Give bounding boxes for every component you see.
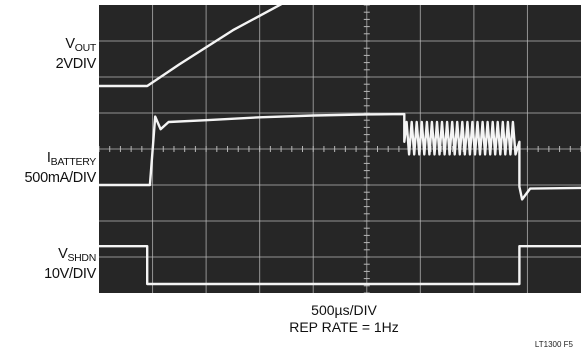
caption-time-scale: 500µs/DIV [311, 302, 377, 318]
trace-battery [99, 112, 581, 201]
trace-shdn [99, 245, 581, 286]
figure-id: LT1300 F5 [534, 340, 573, 349]
vshdn-label-sub: SHDN [67, 252, 96, 264]
ibattery-label-sub: BATTERY [50, 156, 97, 168]
ibattery-label-main: I [46, 150, 51, 166]
vout-label-sub: OUT [74, 42, 97, 54]
vshdn-label-main: V [58, 246, 68, 262]
trace-out [99, 5, 283, 88]
vout-label-main: V [65, 36, 75, 52]
vshdn-scale: 10V/DIV [44, 266, 96, 282]
ibattery-label: IBATTERY 500mA/DIV [0, 150, 97, 186]
caption-rep-rate: REP RATE = 1Hz [289, 319, 399, 335]
vout-label: VOUT 2VDIV [8, 36, 97, 72]
oscilloscope-screen [99, 5, 581, 293]
vshdn-label: VSHDN 10V/DIV [8, 246, 96, 282]
traces [99, 5, 581, 286]
ibattery-scale: 500mA/DIV [24, 170, 97, 186]
vout-scale: 2VDIV [55, 56, 97, 72]
